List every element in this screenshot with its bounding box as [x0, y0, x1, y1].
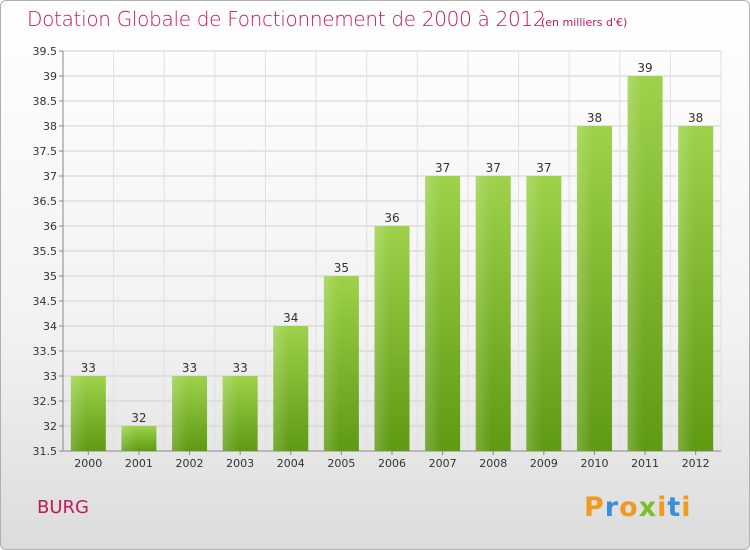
- x-tick-label: 2007: [429, 457, 457, 470]
- data-label: 38: [688, 111, 703, 125]
- y-tick-label: 36.5: [33, 195, 58, 208]
- data-label: 33: [233, 361, 248, 375]
- bar-highlight: [273, 326, 290, 451]
- y-tick-label: 31.5: [33, 445, 58, 458]
- y-tick-label: 39: [43, 70, 57, 83]
- x-tick-label: 2006: [378, 457, 406, 470]
- y-tick-label: 37.5: [33, 145, 58, 158]
- chart-title: Dotation Globale de Fonctionnement de 20…: [27, 7, 546, 31]
- bar-highlight: [323, 276, 340, 451]
- x-tick-label: 2002: [176, 457, 204, 470]
- proxiti-logo: Proxiti: [584, 492, 692, 523]
- bar-highlight: [222, 376, 239, 451]
- y-tick-label: 38: [43, 120, 57, 133]
- y-tick-label: 34: [43, 320, 57, 333]
- y-tick-label: 36: [43, 220, 57, 233]
- data-label: 33: [182, 361, 197, 375]
- x-tick-label: 2009: [530, 457, 558, 470]
- y-tick-label: 38.5: [33, 95, 58, 108]
- x-tick-label: 2012: [682, 457, 710, 470]
- x-tick-label: 2011: [631, 457, 659, 470]
- x-tick-label: 2005: [327, 457, 355, 470]
- brand-wordmark: Proxiti: [584, 492, 692, 523]
- data-label: 32: [131, 411, 146, 425]
- y-tick-label: 32: [43, 420, 57, 433]
- bar-highlight: [576, 126, 593, 451]
- data-label: 37: [536, 161, 551, 175]
- chart-unit: (en milliers d'€): [541, 16, 628, 29]
- x-tick-label: 2010: [580, 457, 608, 470]
- y-tick-label: 33.5: [33, 345, 58, 358]
- y-tick-label: 33: [43, 370, 57, 383]
- x-tick-label: 2000: [74, 457, 102, 470]
- y-tick-label: 34.5: [33, 295, 58, 308]
- data-label: 38: [587, 111, 602, 125]
- x-tick-label: 2001: [125, 457, 153, 470]
- x-tick-label: 2004: [277, 457, 305, 470]
- data-label: 37: [435, 161, 450, 175]
- y-tick-label: 39.5: [33, 45, 58, 58]
- data-label: 34: [283, 311, 298, 325]
- bar-highlight: [425, 176, 441, 451]
- y-tick-label: 32.5: [33, 395, 58, 408]
- y-tick-label: 37: [43, 170, 57, 183]
- commune-name: BURG: [37, 497, 89, 518]
- y-tick-label: 35: [43, 270, 57, 283]
- bar-highlight: [678, 126, 694, 451]
- bar-highlight: [172, 376, 188, 451]
- data-label: 33: [81, 361, 96, 375]
- y-tick-label: 35.5: [33, 245, 58, 258]
- data-label: 35: [334, 261, 349, 275]
- data-label: 39: [637, 61, 652, 75]
- bar-highlight: [627, 76, 644, 451]
- x-tick-label: 2003: [226, 457, 254, 470]
- data-label: 37: [486, 161, 501, 175]
- x-tick-label: 2008: [479, 457, 507, 470]
- data-label: 36: [384, 211, 399, 225]
- bar-highlight: [121, 426, 138, 451]
- bar-highlight: [526, 176, 543, 451]
- bar-highlight: [374, 226, 391, 451]
- bar-highlight: [475, 176, 492, 451]
- bar-highlight: [70, 376, 87, 451]
